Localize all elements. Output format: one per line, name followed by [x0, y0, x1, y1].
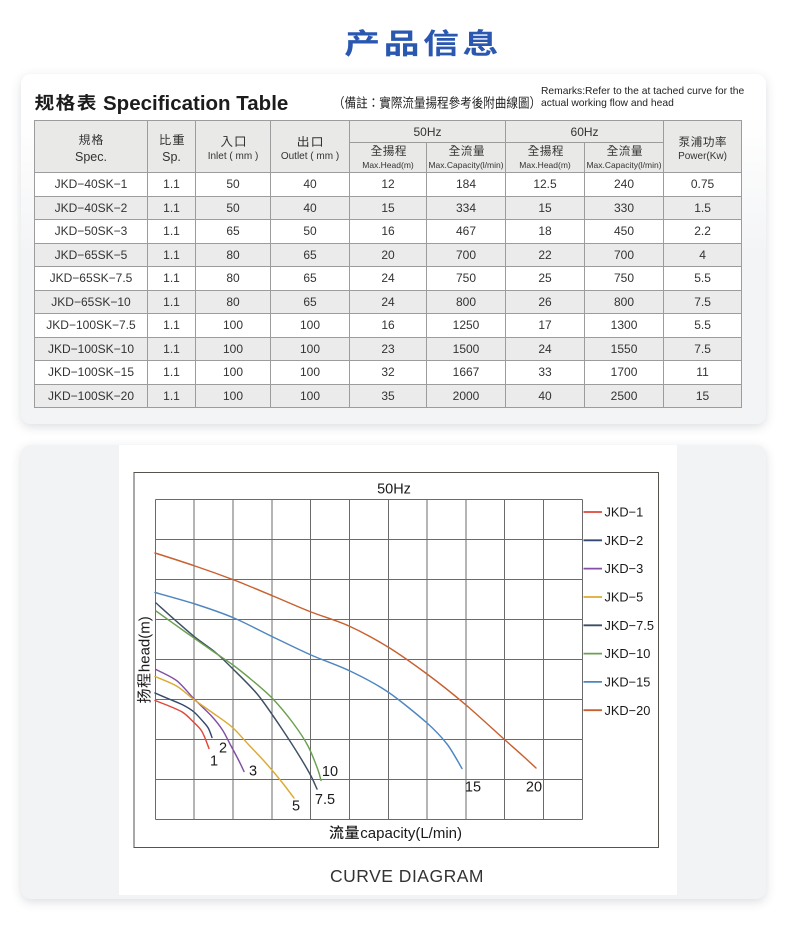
svg-text:head(m): head(m) — [137, 616, 154, 672]
svg-text:JKD−1: JKD−1 — [605, 505, 644, 520]
svg-text:20: 20 — [526, 780, 542, 796]
svg-text:5: 5 — [292, 799, 300, 815]
svg-text:1: 1 — [210, 754, 218, 770]
svg-text:JKD−3: JKD−3 — [605, 561, 644, 576]
svg-text:JKD−10: JKD−10 — [605, 646, 651, 661]
svg-text:JKD−20: JKD−20 — [605, 703, 651, 718]
svg-text:2: 2 — [219, 741, 227, 757]
svg-text:7.5: 7.5 — [315, 792, 335, 808]
svg-text:capacity(L/min): capacity(L/min) — [360, 825, 462, 842]
svg-text:JKD−2: JKD−2 — [605, 533, 644, 548]
svg-text:50Hz: 50Hz — [377, 482, 411, 498]
svg-text:JKD−5: JKD−5 — [605, 590, 644, 605]
svg-text:3: 3 — [249, 764, 257, 780]
svg-text:JKD−7.5: JKD−7.5 — [605, 618, 654, 633]
svg-text:10: 10 — [322, 764, 338, 780]
svg-text:15: 15 — [465, 780, 481, 796]
svg-text:JKD−15: JKD−15 — [605, 675, 651, 690]
